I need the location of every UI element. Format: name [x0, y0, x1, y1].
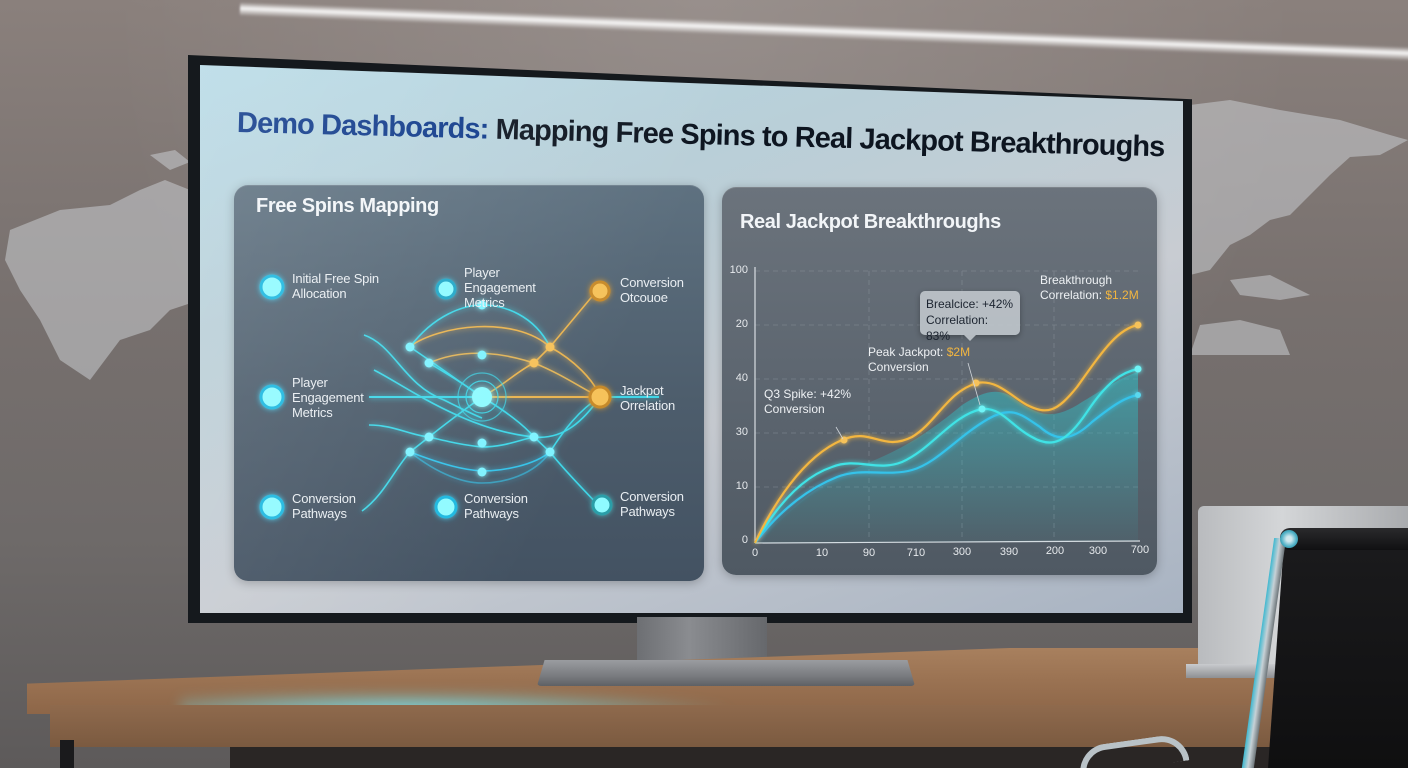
office-chair-back: [1268, 530, 1408, 768]
x-tick: 300: [952, 546, 972, 558]
data-point-end-cyan: [1134, 365, 1142, 373]
x-tick: 710: [906, 547, 926, 559]
y-tick: 10: [735, 480, 748, 492]
data-point-end-blue: [1135, 392, 1141, 398]
data-point-peak-cyan: [978, 405, 986, 413]
x-tick: 0: [751, 547, 759, 559]
x-tick: 10: [815, 547, 829, 559]
node-icon-conversion-pathways-1: [259, 494, 285, 520]
free-spins-mapping-panel: Free Spins Mapping: [234, 185, 704, 581]
panel-title-jackpot: Real Jackpot Breakthroughs: [740, 211, 1001, 233]
office-chair-top-bar: [1280, 528, 1408, 550]
x-tick: 300: [1088, 545, 1108, 557]
desk-edge: [50, 705, 1280, 747]
node-icon-conversion-pathways-2: [434, 495, 458, 519]
x-tick: 390: [999, 546, 1019, 558]
y-tick: 0: [741, 534, 748, 546]
node-label-conversion-outcome: Conversion Otcouoe: [620, 275, 684, 305]
node-icon-initial-allocation: [259, 274, 285, 300]
world-map-right-icon: [1190, 100, 1408, 355]
x-tick: 90: [862, 547, 876, 559]
node-label-conversion-pathways-1: Conversion Pathways: [292, 491, 356, 521]
y-tick: 20: [735, 318, 748, 330]
network-diagram: [259, 274, 659, 520]
y-tick: 30: [735, 426, 748, 438]
node-icon-conversion-pathways-3: [591, 494, 613, 516]
data-point-breakthrough: [1134, 321, 1142, 329]
world-map-left-icon: [5, 150, 200, 380]
node-icon-engagement-mid: [259, 384, 285, 410]
annotation-peak-jackpot: Peak Jackpot: $2M Conversion: [868, 345, 971, 374]
desk-leg: [60, 740, 74, 768]
panel-title-free-spins: Free Spins Mapping: [256, 195, 439, 217]
node-label-conversion-pathways-3: Conversion Pathways: [620, 489, 684, 519]
x-tick: 700: [1130, 544, 1150, 556]
node-label-engagement-top: Player Engagement Metrics: [464, 265, 536, 310]
monitor-stand-base: [537, 660, 915, 686]
y-tick: 100: [729, 264, 748, 276]
real-jackpot-breakthroughs-panel: Real Jackpot Breakthroughs: [722, 187, 1157, 575]
chart-tooltip: Brealcice: +42% Correlation: 83%: [920, 291, 1020, 343]
page-title: Demo Dashboards: Mapping Free Spins to R…: [237, 107, 1165, 164]
line-chart: [754, 267, 1142, 544]
y-tick: 40: [735, 372, 748, 384]
data-point-q3-spike: [840, 436, 848, 444]
monitor-screen: Demo Dashboards: Mapping Free Spins to R…: [200, 65, 1183, 613]
node-label-initial-allocation: Initial Free Spin Allocation: [292, 271, 379, 301]
page-title-accent: Demo Dashboards:: [236, 107, 489, 146]
node-icon-jackpot-correlation: [588, 385, 612, 409]
node-label-jackpot-correlation: Jackpot Orrelation: [620, 383, 676, 413]
node-icon-engagement-top: [435, 278, 457, 300]
page-title-rest: Mapping Free Spins to Real Jackpot Break…: [488, 113, 1165, 164]
node-icon-conversion-outcome: [589, 280, 611, 302]
x-tick: 200: [1045, 545, 1065, 557]
node-label-conversion-pathways-2: Conversion Pathways: [464, 491, 528, 521]
desk-underside: [230, 747, 1290, 768]
annotation-breakthrough: Breakthrough Correlation: $1.2M: [1040, 273, 1139, 302]
node-label-engagement-mid: Player Engagement Metrics: [292, 375, 364, 420]
chair-knob-icon: [1280, 530, 1298, 548]
annotation-q3-spike: Q3 Spike: +42% Conversion: [764, 387, 852, 416]
